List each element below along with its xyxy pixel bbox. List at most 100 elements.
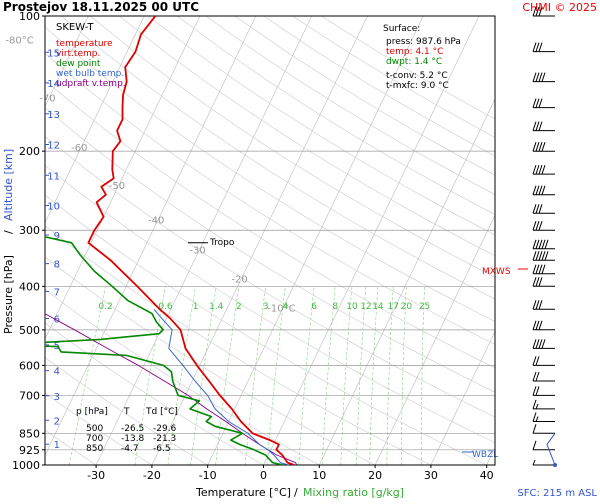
wind-barb-feather [542, 142, 545, 151]
mixing-ratio-label: 1.4 [209, 302, 224, 312]
mixing-ratio-label: 4 [283, 302, 289, 312]
wind-barb-half-feather [536, 404, 538, 409]
wind-barb-feather [536, 277, 539, 286]
wind-barb-feather [533, 356, 536, 365]
mixing-ratio-label: 8 [332, 302, 338, 312]
table-row-t: -26.5 [121, 424, 144, 434]
wind-barb-feather [542, 251, 545, 260]
levels-table: p [hPa] T Td [°C] 500 -26.5 -29.6 700 -1… [76, 407, 178, 454]
mixing-ratio-line [191, 286, 217, 465]
wind-barb-feather [533, 186, 536, 195]
isotherm-label: -40 [148, 216, 164, 227]
table-row-td: -29.6 [153, 424, 177, 434]
wind-barb-feather [533, 122, 536, 131]
mixing-ratio-label: 14 [372, 302, 384, 312]
wind-barb-feather [542, 240, 545, 249]
wind-barb-feather [539, 122, 542, 131]
wind-barb [533, 204, 555, 213]
wind-barb-feather [533, 413, 536, 422]
wind-barb-feather [539, 277, 542, 286]
wind-barb-feather [536, 165, 539, 174]
wind-barb-feather [545, 240, 548, 249]
mixing-ratio-label: 17 [388, 302, 399, 312]
wind-barb [533, 339, 555, 348]
table-header-td: Td [°C] [145, 407, 178, 417]
wind-barb-feather [533, 204, 536, 213]
pressure-tick-label: 200 [19, 145, 40, 158]
wind-barb-feather [545, 251, 548, 260]
table-row-td: -6.5 [153, 444, 171, 454]
pressure-tick-label: 500 [19, 324, 40, 337]
isotherm-label: -60 [71, 143, 87, 154]
temperature-tick-label: -10 [199, 469, 217, 482]
temperature-tick-label: 0 [260, 469, 267, 482]
table-row-p: 500 [86, 424, 103, 434]
mixing-ratio-label: 25 [419, 302, 430, 312]
wind-barb-feather [533, 142, 536, 151]
surface-press: press: 987.6 hPa [386, 37, 461, 47]
wind-barb [533, 460, 555, 465]
temperature-tick-label: 30 [424, 469, 438, 482]
wind-barb-feather [536, 221, 539, 230]
temperature-axis-label: Temperature [°C] [195, 486, 291, 499]
wind-barb-feather [539, 339, 542, 348]
table-row-td: -21.3 [153, 434, 176, 444]
wind-barb [533, 43, 555, 52]
wind-barb-feather [533, 441, 536, 450]
wind-barb-feather [539, 251, 542, 260]
wind-barb-feather [539, 204, 542, 213]
wind-barb-feather [542, 165, 545, 174]
wbzl-label: WBZL [472, 450, 498, 460]
isotherm-line [487, 16, 600, 465]
wind-barb-feather [539, 165, 542, 174]
mixing-ratio-line [370, 286, 378, 465]
wind-barb-feather [536, 122, 539, 131]
surface-temp: temp: 4.1 °C [386, 47, 443, 57]
altitude-tick-label: 13 [47, 110, 60, 121]
wind-barb [533, 240, 555, 249]
table-header-p: p [hPa] [76, 407, 108, 417]
wind-barb [533, 165, 555, 174]
table-row-p: 700 [86, 434, 103, 444]
legend-dew-point: dew point [56, 59, 101, 69]
altitude-tick-label: 14 [47, 79, 60, 90]
wind-barb-feather [536, 73, 539, 82]
temperature-tick-label: 20 [368, 469, 382, 482]
mixing-ratio-label: 1 [193, 302, 199, 312]
y-axis-title: Pressure [hPa] / Altitude [km] [2, 149, 15, 334]
mixing-ratio-label: 3 [263, 302, 269, 312]
wind-barb-feather [533, 43, 536, 52]
pressure-tick-label: 700 [19, 389, 40, 402]
x-axis-separator: / [294, 486, 298, 499]
wind-barb-feather [533, 251, 536, 260]
wind-barb-feather [536, 265, 539, 274]
wind-barb-feather [539, 221, 542, 230]
wind-barb-feather [536, 99, 539, 108]
mixing-ratio-line [341, 286, 352, 465]
mixing-ratio-label: 2 [236, 302, 242, 312]
wind-barb-feather [539, 99, 542, 108]
wind-barb [533, 400, 555, 409]
mixing-ratio-label: 12 [360, 302, 371, 312]
wind-barb-feather [533, 240, 536, 249]
wind-barb [533, 221, 555, 230]
wind-barb-half-feather [536, 417, 538, 422]
wind-barb-feather [533, 165, 536, 174]
wind-barb [533, 356, 555, 365]
mixing-ratio-label: 6 [311, 302, 317, 312]
table-row-t: -13.8 [121, 434, 145, 444]
surface-tconv: t-conv: 5.2 °C [386, 71, 448, 81]
temperature-tick-label: 10 [312, 469, 326, 482]
y-axis-separator: / [2, 230, 15, 234]
isotherm-label: -20 [231, 274, 247, 285]
table-row-t: -4.7 [121, 444, 139, 454]
pressure-tick-label: 1000 [12, 459, 40, 472]
legend-updraft: udpraft v.temp. [56, 79, 126, 89]
wind-barb-feather [533, 99, 536, 108]
isotherm-line [543, 16, 600, 465]
mixing-ratio-label: 20 [401, 302, 413, 312]
pressure-tick-label: 100 [19, 10, 40, 23]
wind-barb-feather [533, 300, 536, 309]
wind-barb-feather [539, 73, 542, 82]
temperature-tick-label: -20 [143, 469, 161, 482]
